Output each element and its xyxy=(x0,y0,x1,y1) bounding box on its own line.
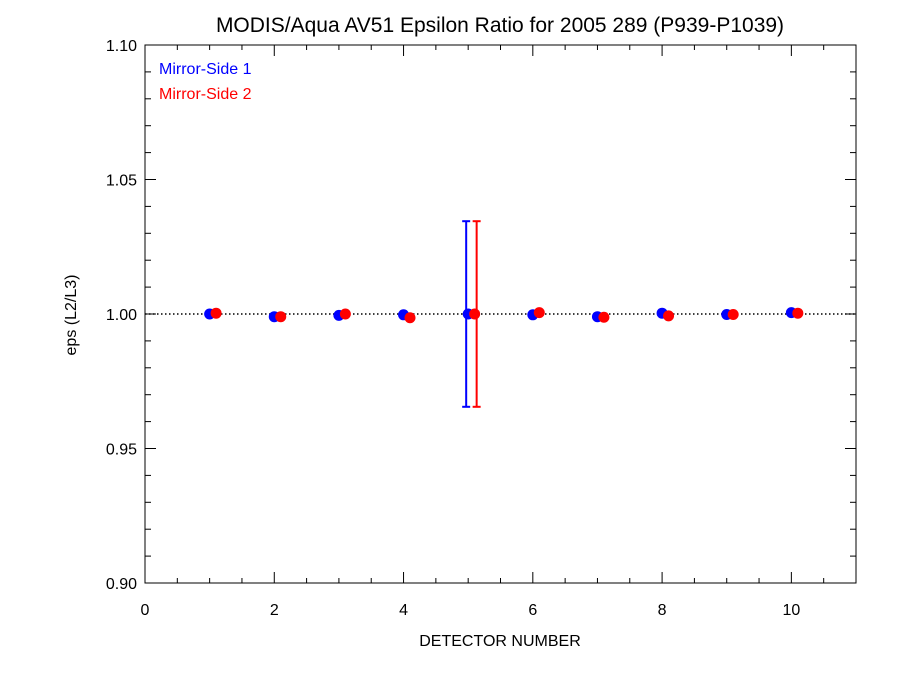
data-point xyxy=(663,310,675,322)
x-axis-label: DETECTOR NUMBER xyxy=(419,633,581,650)
y-tick-label: 0.95 xyxy=(106,442,137,459)
y-axis-label: eps (L2/L3) xyxy=(63,275,80,356)
data-point xyxy=(533,307,545,319)
x-tick-label: 8 xyxy=(658,602,667,619)
data-point xyxy=(404,312,416,324)
data-marks-group xyxy=(204,220,804,408)
data-point xyxy=(275,311,287,323)
y-tick-label: 1.10 xyxy=(106,38,137,55)
y-tick-label: 0.90 xyxy=(106,576,137,593)
data-point xyxy=(727,309,739,321)
legend-entry: Mirror-Side 2 xyxy=(159,86,252,103)
chart-title: MODIS/Aqua AV51 Epsilon Ratio for 2005 2… xyxy=(216,14,784,37)
axes-group: 0.90 0.95 1.00 1.05 1.10 0 2 4 6 8 10 xyxy=(106,38,857,619)
data-point xyxy=(792,307,804,319)
legend-entry: Mirror-Side 1 xyxy=(159,61,252,78)
y-tick-label: 1.05 xyxy=(106,173,137,190)
x-tick-label: 0 xyxy=(141,602,150,619)
data-point xyxy=(598,311,610,323)
data-point xyxy=(339,308,351,320)
legend: Mirror-Side 1 Mirror-Side 2 xyxy=(159,61,252,103)
data-point xyxy=(210,307,222,319)
data-point xyxy=(469,308,481,320)
x-tick-label: 2 xyxy=(270,602,279,619)
x-tick-label: 10 xyxy=(782,602,800,619)
x-tick-label: 6 xyxy=(528,602,537,619)
x-tick-label: 4 xyxy=(399,602,408,619)
y-tick-label: 1.00 xyxy=(106,307,137,324)
